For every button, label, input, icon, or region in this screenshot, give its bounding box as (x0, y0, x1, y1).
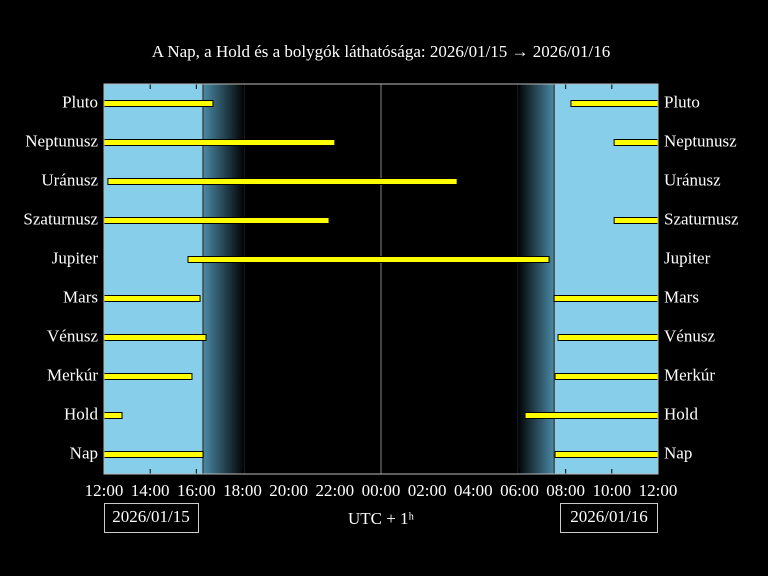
row-label: Uránusz (664, 170, 721, 189)
x-tick-label: 22:00 (315, 481, 354, 500)
visibility-bar (570, 100, 659, 107)
x-tick-label: 16:00 (177, 481, 216, 500)
row-label: Hold (664, 404, 699, 423)
visibility-bar (103, 295, 201, 302)
row-label: Neptunusz (664, 131, 737, 150)
row-label: Vénusz (664, 326, 715, 345)
x-tick-label: 12:00 (639, 481, 678, 500)
date-box (104, 503, 199, 533)
x-tick-label: 00:00 (362, 481, 401, 500)
row-label: Szaturnusz (23, 209, 98, 228)
row-label: Jupiter (664, 248, 711, 267)
date-box (560, 503, 658, 533)
visibility-bar (187, 256, 550, 263)
row-label: Mars (664, 287, 699, 306)
dusk-twilight (203, 84, 245, 474)
row-label: Jupiter (52, 248, 99, 267)
x-tick-label: 12:00 (85, 481, 124, 500)
row-label: Szaturnusz (664, 209, 739, 228)
end-date: 2026/01/16 (570, 507, 647, 526)
chart-title: A Nap, a Hold és a bolygók láthatósága: … (152, 42, 610, 61)
row-label: Pluto (664, 92, 700, 111)
row-label: Mars (63, 287, 98, 306)
x-tick-label: 02:00 (408, 481, 447, 500)
visibility-bar (103, 373, 193, 380)
x-axis-label: UTC + 1ʰ (348, 509, 415, 528)
visibility-bar (107, 178, 458, 185)
row-label: Neptunusz (25, 131, 98, 150)
visibility-bar (103, 139, 336, 146)
row-label: Uránusz (41, 170, 98, 189)
x-tick-label: 18:00 (223, 481, 262, 500)
visibility-bar (103, 334, 207, 341)
visibility-bar (613, 139, 659, 146)
x-tick-label: 04:00 (454, 481, 493, 500)
visibility-bar (524, 412, 659, 419)
visibility-bar (103, 412, 123, 419)
row-label: Nap (70, 443, 98, 462)
x-tick-label: 14:00 (131, 481, 170, 500)
x-tick-label: 08:00 (546, 481, 585, 500)
row-label: Merkúr (47, 365, 98, 384)
x-tick-label: 20:00 (269, 481, 308, 500)
visibility-bar (103, 217, 330, 224)
row-label: Hold (64, 404, 99, 423)
visibility-bar (557, 334, 659, 341)
start-date: 2026/01/15 (112, 507, 189, 526)
dawn-twilight (517, 84, 555, 474)
visibility-bar (103, 100, 214, 107)
row-label: Nap (664, 443, 692, 462)
row-label: Merkúr (664, 365, 715, 384)
visibility-bar (554, 373, 659, 380)
row-label: Vénusz (47, 326, 98, 345)
plot-frame (103, 83, 659, 475)
visibility-bar (553, 295, 659, 302)
x-tick-label: 10:00 (592, 481, 631, 500)
visibility-bar (103, 451, 204, 458)
row-label: Pluto (62, 92, 98, 111)
visibility-bar (613, 217, 659, 224)
x-tick-label: 06:00 (500, 481, 539, 500)
visibility-bar (554, 451, 659, 458)
